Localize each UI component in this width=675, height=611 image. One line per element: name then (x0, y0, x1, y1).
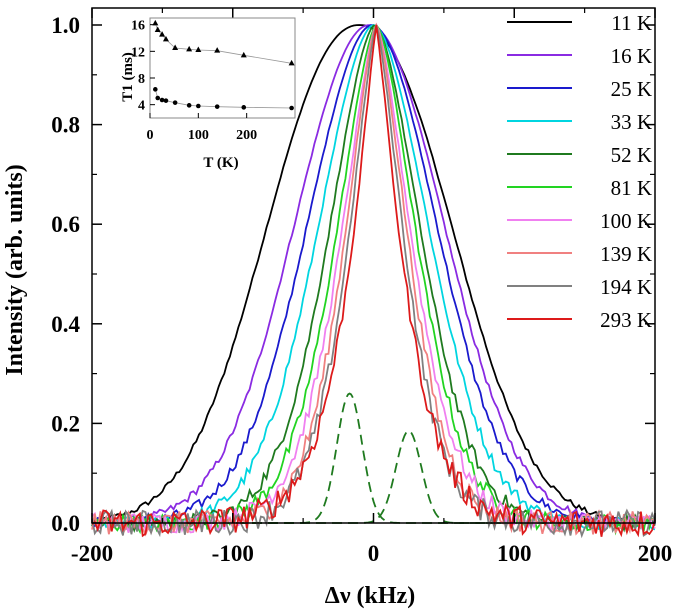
y-axis-label: Intensity (arb. units) (2, 164, 28, 375)
legend-label: 293 K (600, 308, 652, 332)
inset-point-circle (214, 104, 220, 109)
legend-item: 293 K (507, 308, 652, 332)
inset-point-triangle (154, 26, 161, 32)
inset-y-tick-label: 16 (131, 19, 145, 34)
inset-y-tick-label: 4 (138, 99, 145, 114)
legend-item: 81 K (507, 176, 652, 200)
inset-point-circle (159, 97, 165, 103)
inset-point-triangle (159, 31, 166, 37)
inset-point-circle (153, 87, 158, 92)
y-tick-label: 0.6 (51, 212, 80, 237)
inset-y-tick-label: 8 (138, 72, 145, 87)
fit-component-1 (92, 392, 655, 524)
inset-x-tick-label: 0 (147, 128, 154, 143)
legend-label: 52 K (611, 143, 652, 167)
x-axis-ticks: -200 -100 0 100 200 (71, 8, 672, 566)
inset-y-tick-label: 12 (131, 45, 145, 60)
legend-item: 52 K (507, 143, 652, 167)
x-tick-label: -200 (71, 541, 113, 566)
y-tick-label: 0.8 (51, 113, 80, 138)
legend-label: 139 K (600, 242, 652, 266)
legend-item: 139 K (507, 242, 652, 266)
x-axis-label: Δν (kHz) (325, 583, 415, 609)
inset-point-circle (163, 98, 169, 103)
inset-border (149, 17, 296, 119)
legend-item: 25 K (507, 77, 652, 101)
inset-chart: 0 100 200 4 8 12 16 T (K) T1 (ms) (120, 17, 296, 171)
legend: 11 K 16 K 25 K 33 K 52 K 81 K 100 K 139 K 194 K 2… (507, 11, 652, 332)
legend-label: 100 K (600, 209, 652, 233)
inset-point-triangle (240, 51, 247, 58)
inset-point-triangle (172, 44, 179, 50)
legend-item: 100 K (507, 209, 652, 233)
inset-x-axis-label: T (K) (203, 155, 238, 171)
fit-component-2 (92, 429, 655, 524)
inset-y-axis-label: T1 (ms) (120, 52, 136, 102)
inset-point-circle (196, 103, 201, 109)
inset-point-triangle (214, 47, 221, 53)
x-tick-label: 0 (368, 541, 380, 566)
inset-point-triangle (162, 35, 169, 42)
y-axis-ticks: 0.0 0.2 0.4 0.6 0.8 1.0 (51, 13, 655, 536)
inset-x-tick-label: 100 (188, 128, 209, 143)
x-tick-label: 200 (638, 541, 673, 566)
legend-item: 33 K (507, 110, 652, 134)
inset-point-triangle (186, 45, 193, 52)
inset-point-circle (289, 105, 294, 111)
legend-label: 194 K (600, 275, 652, 299)
inset-point-circle (172, 100, 178, 105)
inset-point-circle (241, 105, 247, 110)
inset-point-circle (186, 103, 192, 108)
y-tick-label: 0.4 (51, 312, 80, 337)
series-line-293k (91, 24, 656, 538)
inset-point-triangle (195, 46, 202, 52)
legend-item: 194 K (507, 275, 652, 299)
legend-label: 11 K (611, 11, 652, 35)
inset-point-triangle (288, 59, 295, 66)
inset-line-circle (154, 89, 292, 109)
inset-line-triangle (154, 23, 292, 64)
series-lines (91, 22, 656, 539)
legend-label: 25 K (611, 77, 652, 101)
y-tick-label: 0.2 (51, 411, 80, 436)
legend-label: 81 K (611, 176, 652, 200)
inset-point-circle (155, 95, 161, 101)
y-tick-label: 1.0 (51, 13, 80, 38)
legend-label: 33 K (611, 110, 652, 134)
x-tick-label: 100 (497, 541, 532, 566)
legend-item: 11 K (507, 11, 652, 35)
legend-item: 16 K (507, 44, 652, 68)
x-tick-label: -100 (212, 541, 254, 566)
y-tick-label: 0.0 (51, 511, 80, 536)
legend-label: 16 K (611, 44, 652, 68)
inset-x-tick-label: 200 (236, 128, 257, 143)
series-line-194k (91, 24, 656, 539)
inset-point-triangle (152, 19, 159, 26)
